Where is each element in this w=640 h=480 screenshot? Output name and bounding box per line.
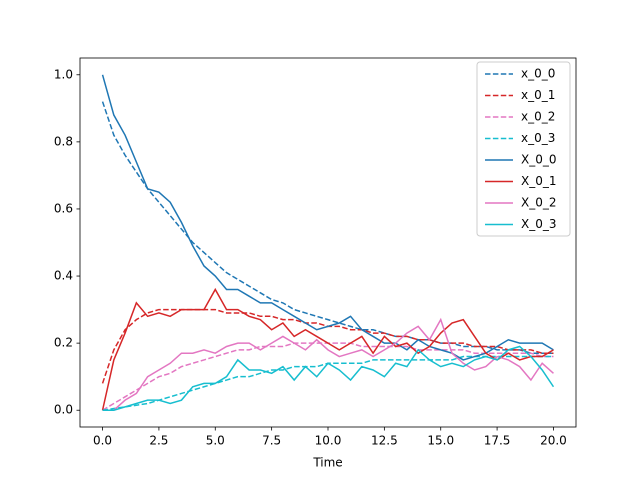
y-tick-label: 1.0 — [54, 67, 73, 81]
legend-label: X_0_3 — [521, 217, 557, 231]
legend — [476, 61, 571, 237]
x-axis-label: Time — [312, 456, 342, 470]
legend-label: x_0_0 — [521, 67, 555, 81]
legend-label: X_0_2 — [521, 196, 557, 210]
legend-label: X_0_0 — [521, 153, 557, 167]
line — [101, 287, 554, 411]
y-tick-label: 0.2 — [54, 336, 73, 350]
x-tick-label: 15.0 — [427, 434, 454, 448]
x-tick-label: 0.0 — [93, 434, 112, 448]
legend-label: x_0_2 — [521, 110, 555, 124]
y-tick-label: 0.0 — [54, 403, 73, 417]
x-tick-label: 20.0 — [540, 434, 567, 448]
y-tick-label: 0.4 — [54, 269, 73, 283]
legend-label: X_0_1 — [521, 174, 557, 188]
line — [101, 101, 554, 354]
legend-label: x_0_1 — [521, 88, 555, 102]
x-tick-label: 17.5 — [484, 434, 511, 448]
x-tick-label: 12.5 — [371, 434, 398, 448]
x-tick-label: 7.5 — [262, 434, 281, 448]
x-tick-label: 2.5 — [149, 434, 168, 448]
x-tick-label: 10.0 — [315, 434, 342, 448]
line — [102, 345, 555, 411]
x-tick-label: 5.0 — [206, 434, 225, 448]
line — [102, 317, 554, 411]
y-tick-label: 0.6 — [54, 201, 73, 215]
axes-frame — [79, 57, 577, 428]
legend-label: x_0_3 — [521, 131, 555, 145]
y-tick-label: 0.8 — [54, 134, 73, 148]
line — [101, 74, 554, 361]
